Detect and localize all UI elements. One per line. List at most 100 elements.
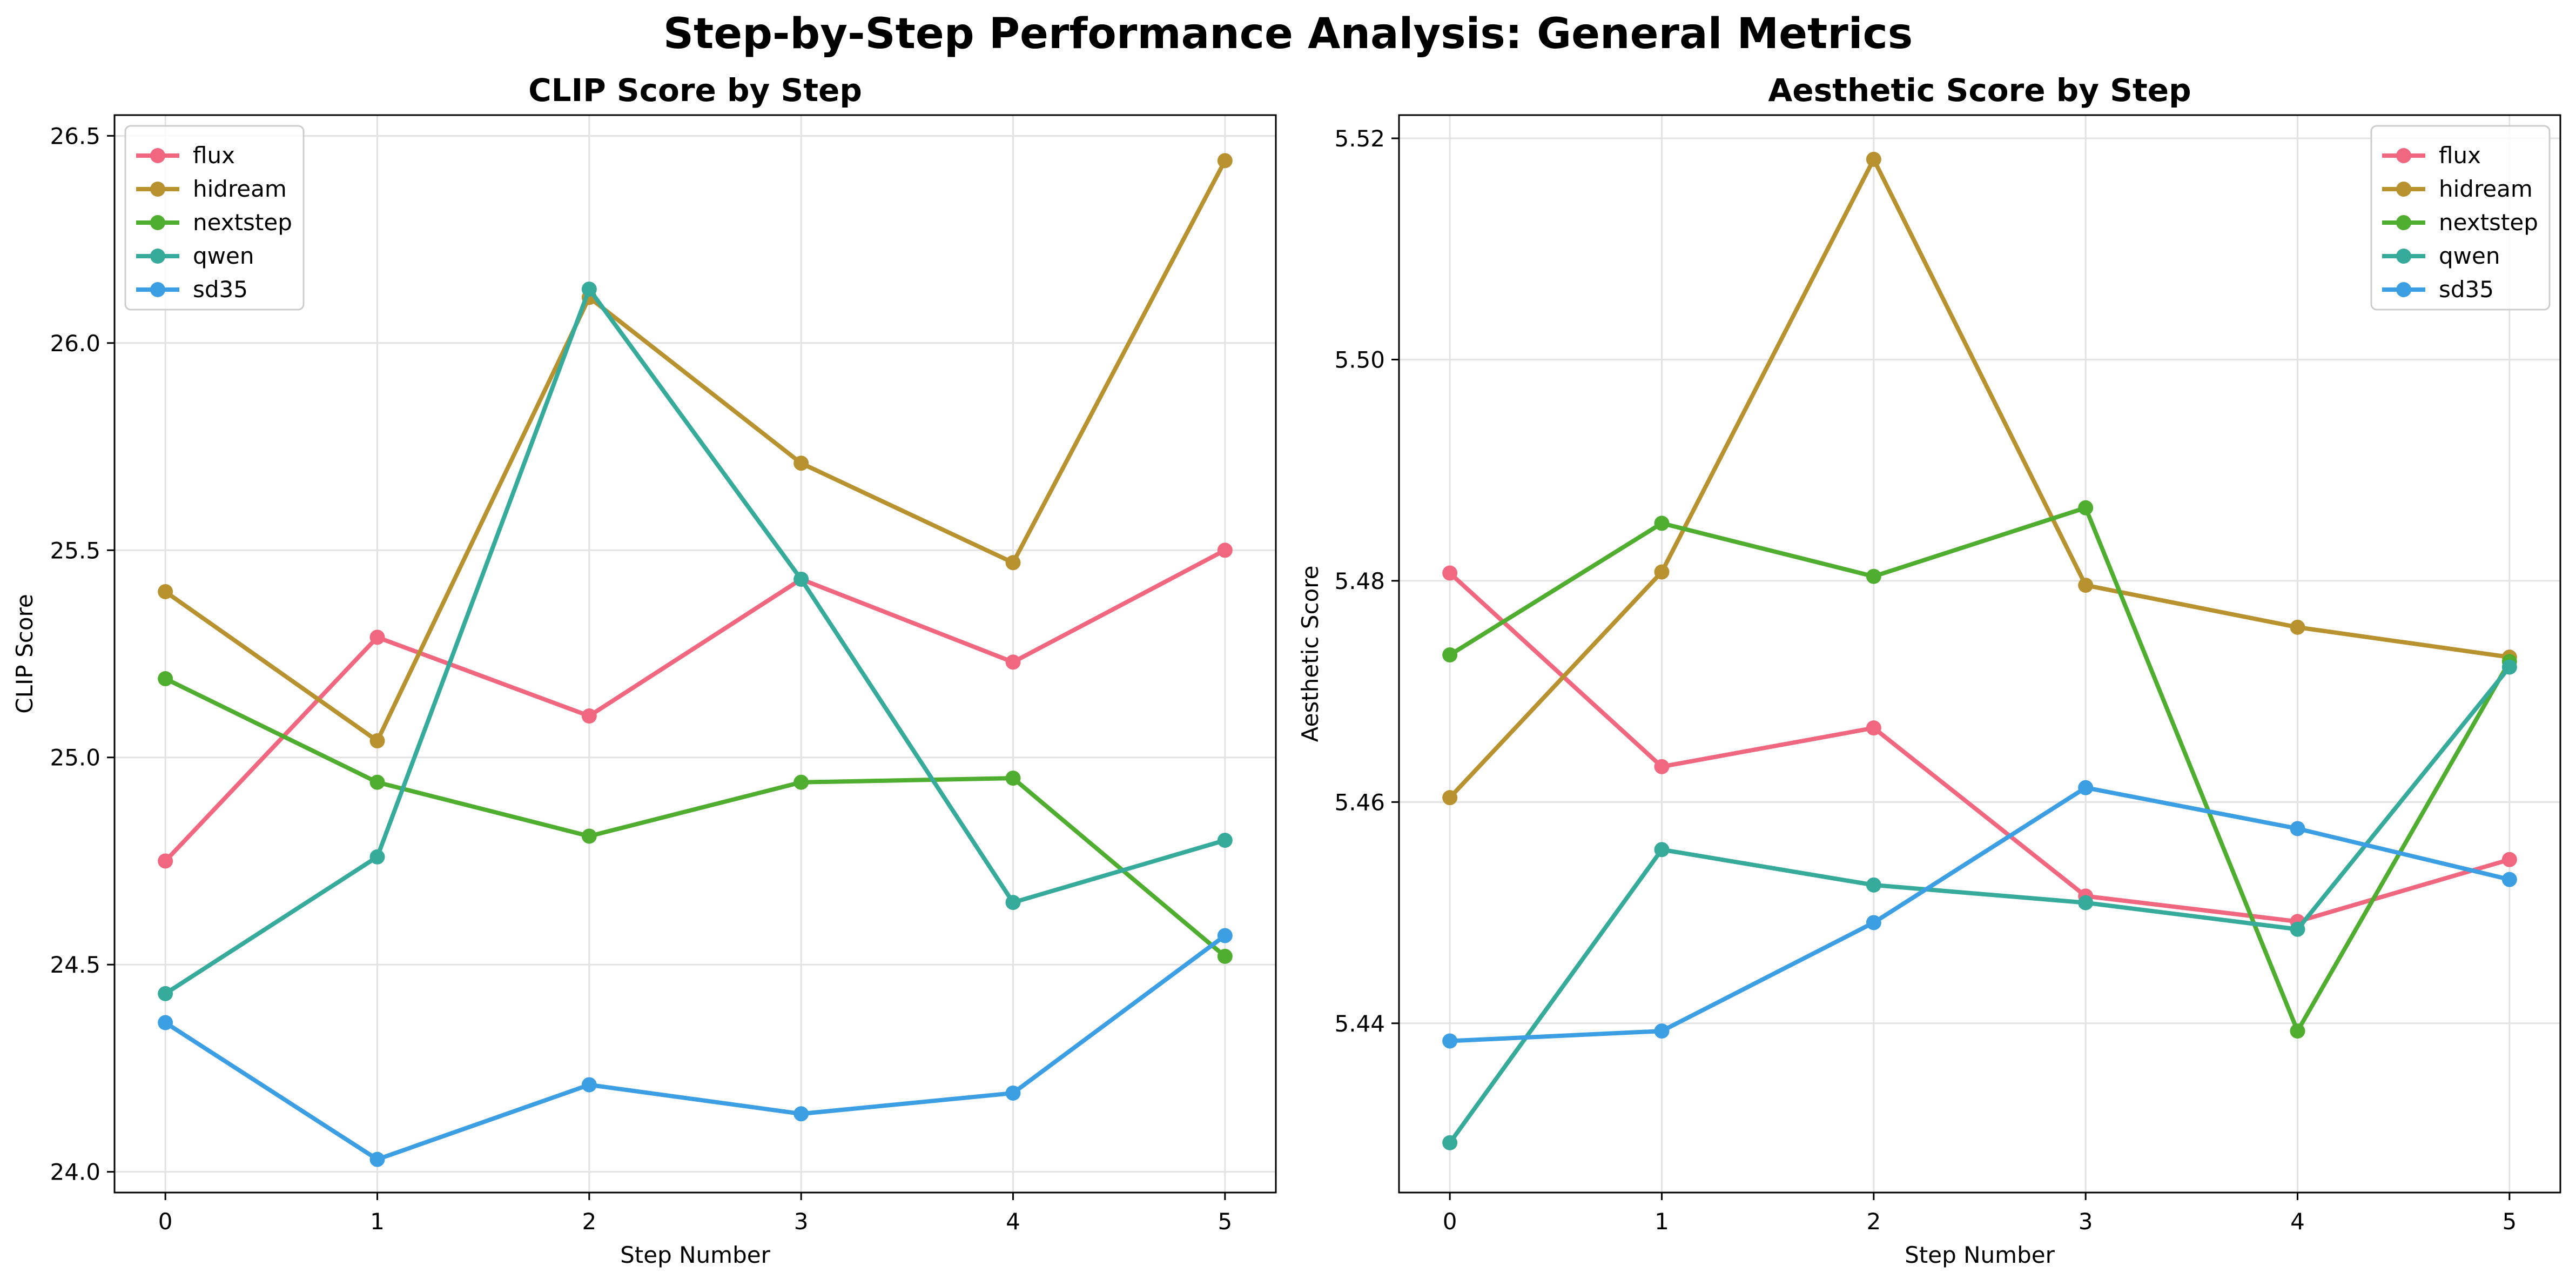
legend-box [2370, 125, 2551, 311]
data-point-qwen [1442, 1135, 1458, 1150]
data-point-flux [369, 630, 385, 645]
data-point-sd35 [1005, 1085, 1021, 1101]
chart-panel-0: 0 1 2 3 4 5 24.0 24.5 25.0 25.5 26.0 26.5 CLIP Score… [11, 72, 1277, 1268]
y-tick-label: 25.0 [50, 745, 100, 771]
data-point-sd35 [1217, 928, 1233, 943]
data-point-sd35 [793, 1106, 809, 1122]
series-line-nextstep [1448, 505, 2512, 1034]
legend-label-flux: flux [2439, 142, 2481, 169]
data-point-nextstep [369, 774, 385, 790]
legend-box [124, 125, 305, 311]
x-tick-label: 1 [370, 1208, 385, 1235]
x-tick-label: 0 [158, 1208, 173, 1235]
x-axis-label: Step Number [620, 1242, 770, 1268]
y-tick-label: 26.5 [50, 123, 100, 149]
x-tick-label: 4 [1006, 1208, 1020, 1235]
y-tick-label: 5.48 [1334, 568, 1385, 594]
legend-marker-sd35 [150, 282, 165, 297]
data-point-hidream [369, 733, 385, 749]
figure-title: Step-by-Step Performance Analysis: Gener… [663, 10, 1913, 58]
y-tick-label: 24.5 [50, 952, 100, 978]
y-axis-label: Aesthetic Score [1297, 566, 1323, 742]
data-point-flux [2501, 852, 2517, 867]
data-point-hidream [1654, 564, 1670, 580]
legend-label-nextstep: nextstep [193, 209, 292, 236]
series-line-flux [1448, 571, 2512, 924]
data-point-qwen [369, 849, 385, 865]
data-point-hidream [1866, 151, 1881, 167]
data-point-sd35 [1866, 915, 1881, 930]
data-point-nextstep [1442, 647, 1458, 663]
legend-label-qwen: qwen [2439, 243, 2500, 269]
x-tick-label: 5 [1218, 1208, 1232, 1235]
data-point-nextstep [1005, 771, 1021, 786]
legend-marker-hidream [2396, 182, 2411, 197]
data-point-sd35 [1442, 1033, 1458, 1049]
data-point-qwen [2501, 659, 2517, 675]
data-point-hidream [2290, 619, 2305, 635]
data-point-hidream [1217, 153, 1233, 169]
data-point-hidream [2078, 578, 2094, 593]
data-point-flux [1866, 720, 1881, 736]
data-point-hidream [1005, 555, 1021, 571]
legend-marker-nextstep [2396, 215, 2411, 230]
chart-panel-1: 0 1 2 3 4 5 5.44 5.46 5.48 5.50 5.52 Aesthetic Scor… [1297, 72, 2561, 1268]
x-tick-label: 1 [1654, 1208, 1669, 1235]
series-line-sd35 [163, 933, 1227, 1162]
legend-label-nextstep: nextstep [2439, 209, 2538, 236]
x-tick-label: 3 [2079, 1208, 2093, 1235]
data-point-nextstep [793, 774, 809, 790]
data-point-sd35 [581, 1077, 597, 1093]
legend: flux hidream nextstep qwen sd35 [124, 125, 305, 311]
y-tick-label: 5.46 [1334, 789, 1385, 815]
chart-title: CLIP Score by Step [528, 72, 862, 109]
legend-marker-flux [150, 148, 165, 163]
legend-marker-sd35 [2396, 282, 2411, 297]
series-line-qwen [163, 287, 1227, 996]
y-tick-label: 5.50 [1334, 346, 1385, 373]
data-point-sd35 [2501, 872, 2517, 887]
series-line-sd35 [1448, 785, 2512, 1043]
data-point-qwen [1217, 833, 1233, 848]
data-point-sd35 [1654, 1023, 1670, 1039]
legend-marker-qwen [150, 249, 165, 264]
data-point-flux [581, 708, 597, 724]
x-tick-label: 4 [2290, 1208, 2305, 1235]
data-point-nextstep [1217, 948, 1233, 964]
data-point-flux [1005, 654, 1021, 670]
x-tick-label: 0 [1443, 1208, 1457, 1235]
y-tick-label: 26.0 [50, 330, 100, 357]
data-point-flux [1442, 565, 1458, 581]
data-point-qwen [1005, 895, 1021, 910]
data-point-nextstep [158, 671, 173, 687]
y-tick-label: 24.0 [50, 1159, 100, 1186]
data-point-qwen [793, 571, 809, 587]
data-point-flux [1654, 759, 1670, 774]
x-tick-label: 2 [582, 1208, 596, 1235]
data-point-qwen [1866, 877, 1881, 893]
data-point-qwen [1654, 842, 1670, 858]
y-tick-label: 5.52 [1334, 125, 1385, 152]
series-line-nextstep [163, 677, 1227, 959]
data-point-sd35 [369, 1151, 385, 1167]
series-line-qwen [1448, 665, 2512, 1145]
x-tick-label: 2 [1866, 1208, 1881, 1235]
series-line-hidream [1448, 157, 2512, 800]
data-point-hidream [793, 456, 809, 471]
legend-label-sd35: sd35 [2439, 276, 2494, 303]
data-point-flux [1217, 543, 1233, 558]
data-point-nextstep [1654, 515, 1670, 531]
legend-label-sd35: sd35 [193, 276, 248, 303]
data-point-hidream [158, 584, 173, 599]
data-point-nextstep [2078, 500, 2094, 515]
legend-label-hidream: hidream [193, 176, 287, 202]
legend-marker-flux [2396, 148, 2411, 163]
series-line-hidream [163, 158, 1227, 744]
legend-label-hidream: hidream [2439, 176, 2533, 202]
series-line-flux [163, 548, 1227, 863]
data-point-sd35 [158, 1015, 173, 1030]
legend-label-flux: flux [193, 142, 235, 169]
legend-marker-nextstep [150, 215, 165, 230]
data-point-nextstep [581, 828, 597, 844]
